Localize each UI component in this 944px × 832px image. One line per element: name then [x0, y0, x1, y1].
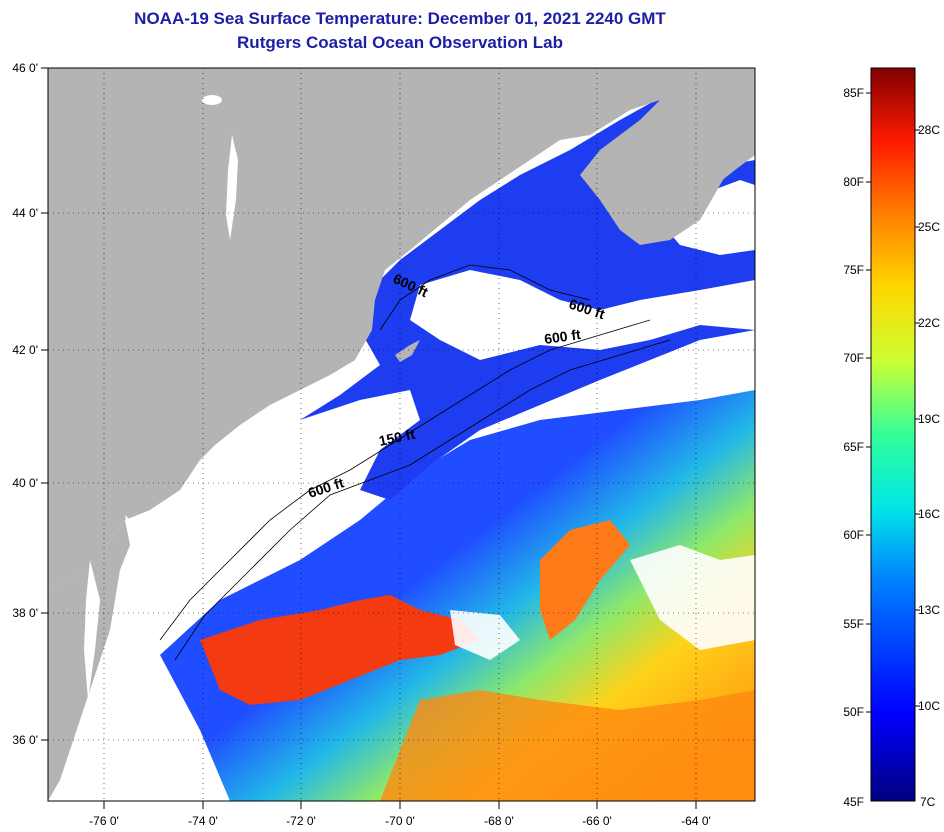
colorbar-f-label: 50F — [843, 705, 864, 719]
colorbar-c-label: 10C — [918, 699, 940, 713]
cloud-patch — [410, 270, 755, 360]
lat-label: 44 0' — [12, 206, 38, 220]
land-north — [48, 68, 755, 590]
colorbar-c-label: 22C — [918, 316, 940, 330]
lon-label: -74 0' — [188, 814, 218, 828]
lon-label: -68 0' — [484, 814, 514, 828]
land-cape-cod — [395, 340, 420, 362]
colorbar-c-label: 7C — [920, 795, 936, 809]
sst-orange-region-2 — [380, 690, 755, 801]
lake-champlain — [226, 135, 238, 240]
lake — [202, 95, 222, 105]
lat-label: 36 0' — [12, 733, 38, 747]
depth-label: 600 ft — [543, 326, 582, 347]
colorbar-c-label: 13C — [918, 603, 940, 617]
colorbar-f-label: 75F — [843, 263, 864, 277]
depth-label: 150 ft — [377, 426, 416, 449]
map-title: NOAA-19 Sea Surface Temperature: Decembe… — [134, 9, 666, 28]
colorbar-f-label: 45F — [843, 795, 864, 809]
cloud-patch-2 — [650, 180, 755, 255]
colorbar-c-label: 28C — [918, 123, 940, 137]
lon-label: -70 0' — [385, 814, 415, 828]
cloud-patch-4 — [450, 610, 520, 660]
sst-hot-region — [200, 595, 480, 705]
land-nova-scotia — [600, 110, 755, 235]
colorbar-f-label: 65F — [843, 440, 864, 454]
contour-gulf-maine — [379, 264, 591, 331]
colorbar-c-label: 25C — [918, 220, 940, 234]
colorbar-ticks — [866, 92, 920, 713]
map-frame — [47, 67, 756, 802]
colorbar-c-label: 19C — [918, 412, 940, 426]
colorbar-f-label: 70F — [843, 351, 864, 365]
colorbar-f-label: 80F — [843, 175, 864, 189]
axis-ticks — [41, 67, 697, 809]
colorbar-f-label: 85F — [843, 86, 864, 100]
lon-label: -66 0' — [582, 814, 612, 828]
grid-lines — [48, 68, 755, 801]
cloud-patch-3 — [630, 545, 755, 650]
lon-label: -72 0' — [286, 814, 316, 828]
colorbar-f-label: 55F — [843, 617, 864, 631]
sst-orange-region — [540, 520, 630, 640]
bay-chesapeake — [84, 560, 100, 700]
lat-label: 42 0' — [12, 343, 38, 357]
map-subtitle: Rutgers Coastal Ocean Observation Lab — [237, 33, 563, 52]
sst-warm-region — [160, 390, 755, 801]
lat-label: 40 0' — [12, 476, 38, 490]
lon-label: -76 0' — [89, 814, 119, 828]
contour-150ft — [159, 319, 651, 641]
lat-label: 38 0' — [12, 606, 38, 620]
lon-label: -64 0' — [681, 814, 711, 828]
colorbar-c-label: 16C — [918, 507, 940, 521]
colorbar — [870, 67, 916, 802]
lat-label: 46 0' — [12, 61, 38, 75]
contour-600ft — [174, 339, 671, 661]
colorbar-f-label: 60F — [843, 528, 864, 542]
bay-delaware — [125, 515, 150, 555]
